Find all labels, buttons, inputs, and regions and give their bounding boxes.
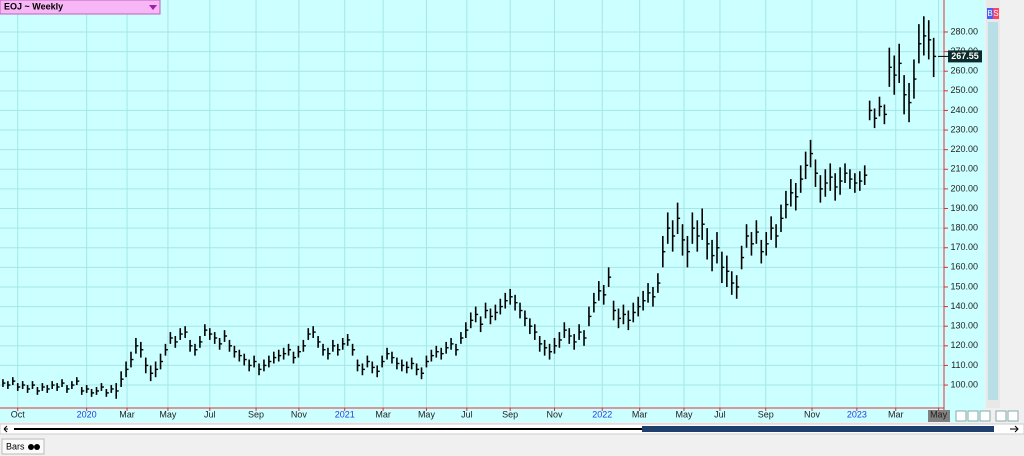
mode-label: Bars xyxy=(6,441,25,451)
x-tick-label: Sep xyxy=(502,409,518,419)
nav-button[interactable] xyxy=(967,410,979,422)
x-tick-label: Nov xyxy=(804,409,821,419)
dropdown-arrow[interactable] xyxy=(149,5,157,10)
mode-icon xyxy=(34,444,40,450)
x-tick-label: Jul xyxy=(461,409,473,419)
y-tick-label: 130.00 xyxy=(950,321,978,331)
current-month-box xyxy=(928,410,950,422)
x-tick-label: 2023 xyxy=(847,409,867,419)
y-tick-label: 110.00 xyxy=(951,360,978,370)
x-tick-label: 2021 xyxy=(335,409,355,419)
scroll-thumb[interactable] xyxy=(642,426,994,432)
grid xyxy=(0,0,944,408)
scroll-right[interactable] xyxy=(1010,425,1019,433)
nav-button[interactable] xyxy=(995,410,1007,422)
x-tick-label: Mar xyxy=(888,409,904,419)
y-tick-label: 190.00 xyxy=(950,203,978,213)
y-tick-label: 200.00 xyxy=(950,183,978,193)
x-tick-label: May xyxy=(418,409,436,419)
badge-b[interactable] xyxy=(987,8,993,19)
x-tick-label: Jul xyxy=(714,409,726,419)
y-tick-label: 100.00 xyxy=(950,379,978,389)
nav-buttons xyxy=(955,410,1019,422)
y-tick-label: 170.00 xyxy=(950,242,978,252)
last-price-box xyxy=(948,50,982,63)
y-tick-label: 160.00 xyxy=(950,262,978,272)
side-scroll xyxy=(988,22,998,400)
plot-bg xyxy=(0,0,985,422)
y-tick-label: 220.00 xyxy=(950,144,978,154)
y-tick-label: 240.00 xyxy=(950,105,978,115)
x-tick-label: May xyxy=(159,409,177,419)
y-tick-label: 140.00 xyxy=(950,301,978,311)
mode-icon xyxy=(28,444,34,450)
scroll-left[interactable] xyxy=(3,425,8,433)
x-tick-label: Nov xyxy=(291,409,308,419)
x-tick-label: Mar xyxy=(632,409,648,419)
x-tick-label: May xyxy=(930,409,948,419)
y-tick-label: 250.00 xyxy=(950,85,978,95)
nav-button[interactable] xyxy=(1007,410,1019,422)
last-price-label: 267.55 xyxy=(951,51,979,61)
x-tick-label: Mar xyxy=(119,409,135,419)
y-tick-label: 230.00 xyxy=(950,124,978,134)
badge-text: S xyxy=(993,9,998,18)
x-tick-label: Oct xyxy=(11,409,26,419)
x-tick-label: Sep xyxy=(758,409,774,419)
nav-button[interactable] xyxy=(979,410,991,422)
bars xyxy=(2,16,937,399)
y-tick-label: 180.00 xyxy=(950,223,978,233)
x-tick-label: 2022 xyxy=(592,409,612,419)
x-tick-label: May xyxy=(675,409,693,419)
y-tick-label: 210.00 xyxy=(950,164,978,174)
nav-button[interactable] xyxy=(955,410,967,422)
mode-tab[interactable] xyxy=(1,438,45,455)
badge-text: B xyxy=(987,9,992,18)
y-tick-label: 280.00 xyxy=(950,26,978,36)
y-tick-label: 260.00 xyxy=(950,66,978,76)
x-tick-label: Sep xyxy=(248,409,264,419)
status-bar xyxy=(0,437,1024,456)
x-tick-label: Nov xyxy=(546,409,563,419)
x-tick-label: Jul xyxy=(204,409,216,419)
y-tick-label: 150.00 xyxy=(950,281,978,291)
y-tick-label: 120.00 xyxy=(950,340,978,350)
chart-title: EOJ ~ Weekly xyxy=(4,1,63,11)
x-tick-label: 2020 xyxy=(77,409,97,419)
x-tick-label: Mar xyxy=(375,409,391,419)
title-box[interactable] xyxy=(0,0,161,15)
badge-s[interactable] xyxy=(993,8,999,19)
